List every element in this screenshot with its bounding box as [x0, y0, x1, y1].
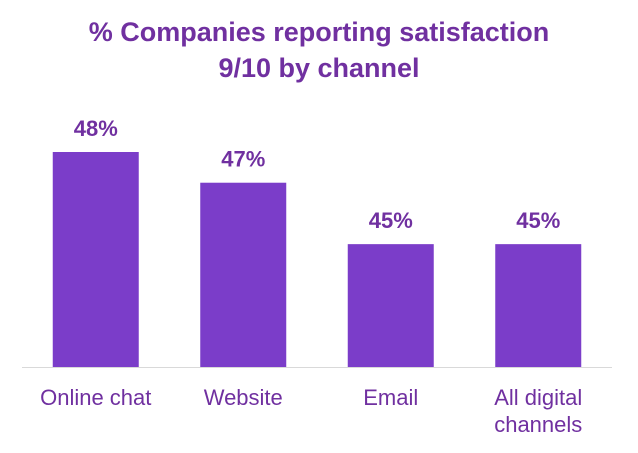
- category-label-2: Website: [204, 385, 283, 410]
- data-label-1: 48%: [74, 116, 118, 141]
- category-label-3: Email: [363, 385, 418, 410]
- category-label-4: All digital channels: [494, 385, 582, 437]
- bar-1: [52, 152, 139, 367]
- category-label-1: Online chat: [40, 385, 151, 410]
- data-label-2: 47%: [221, 147, 265, 172]
- chart-title-line-1: % Companies reporting satisfaction: [88, 17, 550, 47]
- chart-title-line-2: 9/10 by channel: [218, 53, 420, 83]
- data-label-3: 45%: [369, 208, 413, 233]
- chart-title: % Companies reporting satisfaction 9/10 …: [0, 14, 638, 86]
- bar-4: [495, 244, 582, 367]
- bar-3: [347, 244, 434, 367]
- bar-2: [200, 182, 287, 367]
- data-label-4: 45%: [516, 208, 560, 233]
